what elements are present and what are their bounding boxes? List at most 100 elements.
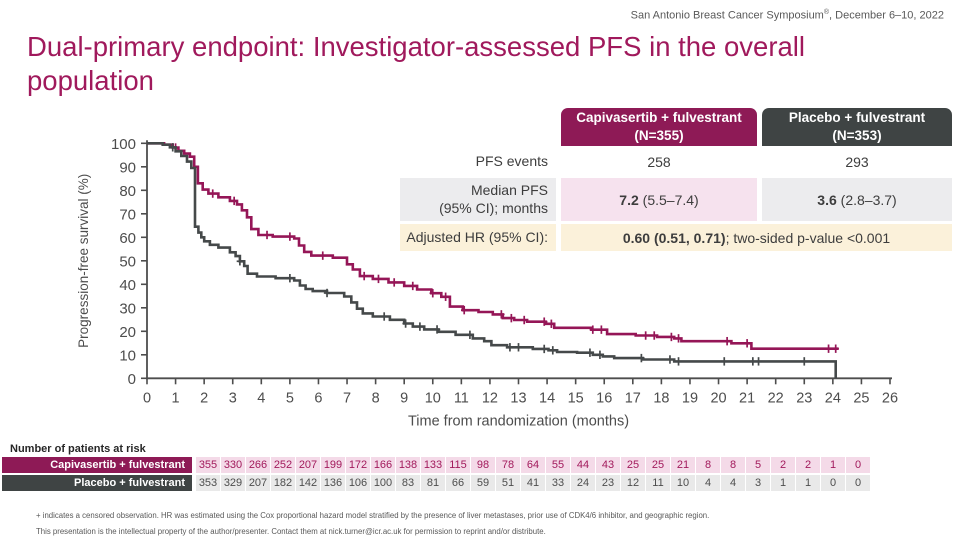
at-risk-count: 0 (846, 457, 870, 473)
at-risk-count: 43 (596, 457, 620, 473)
x-tick-label: 7 (343, 390, 351, 406)
at-risk-row-capivasertib: Capivasertib + fulvestrant 355 330 266 252 2… (2, 457, 870, 473)
page-title: Dual-primary endpoint: Investigator-asse… (27, 31, 806, 96)
at-risk-count: 1 (796, 475, 820, 491)
symposium-name: San Antonio Breast Cancer Symposium (630, 9, 824, 22)
y-tick-label: 70 (119, 206, 136, 223)
km-curve-capivasertib (147, 142, 839, 350)
y-tick-label: 100 (111, 136, 136, 153)
at-risk-count: 266 (246, 457, 270, 473)
at-risk-count: 166 (371, 457, 395, 473)
at-risk-count: 25 (621, 457, 645, 473)
x-tick-label: 12 (482, 390, 498, 406)
x-axis-title: Time from randomization (months) (408, 413, 629, 429)
x-tick-label: 17 (625, 390, 641, 406)
at-risk-count: 4 (696, 475, 720, 491)
footnote-censor-note: + indicates a censored observation. HR w… (36, 511, 710, 520)
row-label-pfs-events: PFS events (475, 153, 548, 170)
at-risk-count: 138 (396, 457, 420, 473)
at-risk-label-capivasertib: Capivasertib + fulvestrant (2, 457, 192, 473)
x-tick-label: 9 (400, 390, 408, 406)
at-risk-count: 355 (196, 457, 220, 473)
median-pfs-capivasertib: 7.2 (5.5–7.4) (561, 178, 757, 221)
at-risk-count: 207 (296, 457, 320, 473)
at-risk-count: 64 (521, 457, 545, 473)
at-risk-count: 0 (821, 475, 845, 491)
x-tick-label: 2 (200, 390, 208, 406)
x-tick-label: 23 (796, 390, 812, 406)
y-tick-label: 0 (128, 371, 136, 388)
at-risk-count: 329 (221, 475, 245, 491)
x-tick-label: 3 (229, 390, 237, 406)
at-risk-count: 44 (571, 457, 595, 473)
x-tick-label: 20 (710, 390, 726, 406)
at-risk-count: 81 (421, 475, 445, 491)
x-tick-label: 16 (596, 390, 612, 406)
at-risk-count: 25 (646, 457, 670, 473)
x-tick-label: 13 (510, 390, 526, 406)
x-tick-label: 14 (539, 390, 555, 406)
at-risk-count: 252 (271, 457, 295, 473)
y-tick-label: 40 (119, 277, 136, 294)
at-risk-count: 199 (321, 457, 345, 473)
symposium-note: San Antonio Breast Cancer Symposium®, De… (631, 9, 944, 22)
at-risk-count: 10 (671, 475, 695, 491)
footnote-property-note: This presentation is the intellectual pr… (36, 527, 546, 536)
y-tick-label: 30 (119, 300, 136, 317)
median-capi-value: 7.2 (5.5–7.4) (619, 191, 699, 208)
at-risk-count: 2 (771, 457, 795, 473)
x-tick-label: 19 (682, 390, 698, 406)
at-risk-label-placebo: Placebo + fulvestrant (2, 475, 192, 491)
at-risk-count: 207 (246, 475, 270, 491)
column-header-placebo: Placebo + fulvestrant (N=353) (762, 108, 952, 146)
at-risk-values-capivasertib: 355 330 266 252 207 199 172 166 138 133 115 98 78 64 5… (196, 457, 870, 473)
pfs-events-placebo: 293 (845, 154, 869, 170)
at-risk-count: 24 (571, 475, 595, 491)
y-axis-title: Progression-free survival (%) (76, 174, 91, 348)
x-tick-label: 18 (653, 390, 669, 406)
at-risk-count: 12 (621, 475, 645, 491)
km-curve-placebo (147, 142, 837, 379)
at-risk-count: 41 (521, 475, 545, 491)
at-risk-count: 11 (646, 475, 670, 491)
y-tick-label: 20 (119, 324, 136, 341)
at-risk-heading: Number of patients at risk (10, 443, 146, 455)
adjusted-hr-value: 0.60 (0.51, 0.71); two-sided p-value <0.… (561, 224, 952, 251)
summary-table: Capivasertib + fulvestrant (N=355) Place… (400, 108, 952, 251)
median-placebo-value: 3.6 (2.8–3.7) (817, 191, 897, 208)
x-tick-label: 25 (853, 390, 869, 406)
column-header-capivasertib: Capivasertib + fulvestrant (N=355) (561, 108, 757, 146)
x-tick-label: 11 (454, 390, 469, 406)
row-label-adjusted-hr: Adjusted HR (95% CI): (400, 224, 556, 251)
at-risk-count: 78 (496, 457, 520, 473)
y-tick-label: 50 (119, 253, 136, 270)
at-risk-count: 0 (846, 475, 870, 491)
at-risk-count: 136 (321, 475, 345, 491)
at-risk-count: 98 (471, 457, 495, 473)
y-tick-label: 80 (119, 183, 136, 200)
x-tick-label: 4 (257, 390, 265, 406)
at-risk-count: 8 (721, 457, 745, 473)
x-tick-label: 15 (568, 390, 584, 406)
at-risk-count: 23 (596, 475, 620, 491)
at-risk-count: 4 (721, 475, 745, 491)
at-risk-table: Capivasertib + fulvestrant 355 330 266 252 2… (2, 457, 870, 493)
at-risk-row-placebo: Placebo + fulvestrant 353 329 207 182 142 136… (2, 475, 870, 491)
at-risk-count: 33 (546, 475, 570, 491)
at-risk-count: 2 (796, 457, 820, 473)
at-risk-count: 142 (296, 475, 320, 491)
row-label-median-pfs: Median PFS (95% CI); months (400, 178, 556, 221)
at-risk-count: 133 (421, 457, 445, 473)
at-risk-count: 66 (446, 475, 470, 491)
at-risk-count: 59 (471, 475, 495, 491)
x-tick-label: 21 (739, 390, 755, 406)
symposium-date: , December 6–10, 2022 (829, 9, 944, 22)
at-risk-count: 100 (371, 475, 395, 491)
at-risk-count: 5 (746, 457, 770, 473)
x-tick-label: 26 (882, 390, 898, 406)
x-tick-label: 24 (825, 390, 841, 406)
at-risk-count: 115 (446, 457, 470, 473)
at-risk-count: 172 (346, 457, 370, 473)
